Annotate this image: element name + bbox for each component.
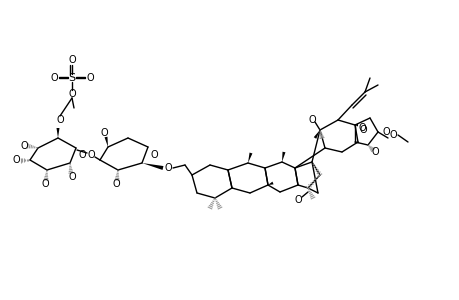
Text: O: O xyxy=(86,73,94,83)
Text: O: O xyxy=(41,179,49,189)
Polygon shape xyxy=(268,182,273,185)
Text: O: O xyxy=(294,195,301,205)
Text: O: O xyxy=(358,123,365,133)
Text: O: O xyxy=(56,115,64,125)
Text: S: S xyxy=(68,73,75,83)
Text: O: O xyxy=(112,179,119,189)
Text: O: O xyxy=(370,147,378,157)
Text: O: O xyxy=(358,125,366,135)
Text: O: O xyxy=(78,150,86,160)
Polygon shape xyxy=(142,163,163,170)
Text: O: O xyxy=(68,89,76,99)
Text: O: O xyxy=(20,141,28,151)
Polygon shape xyxy=(281,152,285,162)
Text: O: O xyxy=(87,150,95,160)
Text: O: O xyxy=(388,130,396,140)
Polygon shape xyxy=(56,128,59,138)
Text: O: O xyxy=(381,127,389,137)
Text: O: O xyxy=(308,115,315,125)
Polygon shape xyxy=(354,124,357,127)
Text: O: O xyxy=(68,55,76,65)
Text: O: O xyxy=(150,150,157,160)
Polygon shape xyxy=(313,130,319,139)
Polygon shape xyxy=(247,153,252,163)
Text: O: O xyxy=(164,163,172,173)
Polygon shape xyxy=(104,137,108,147)
Text: O: O xyxy=(68,172,76,182)
Text: O: O xyxy=(12,155,20,165)
Text: O: O xyxy=(50,73,58,83)
Text: O: O xyxy=(100,128,107,138)
